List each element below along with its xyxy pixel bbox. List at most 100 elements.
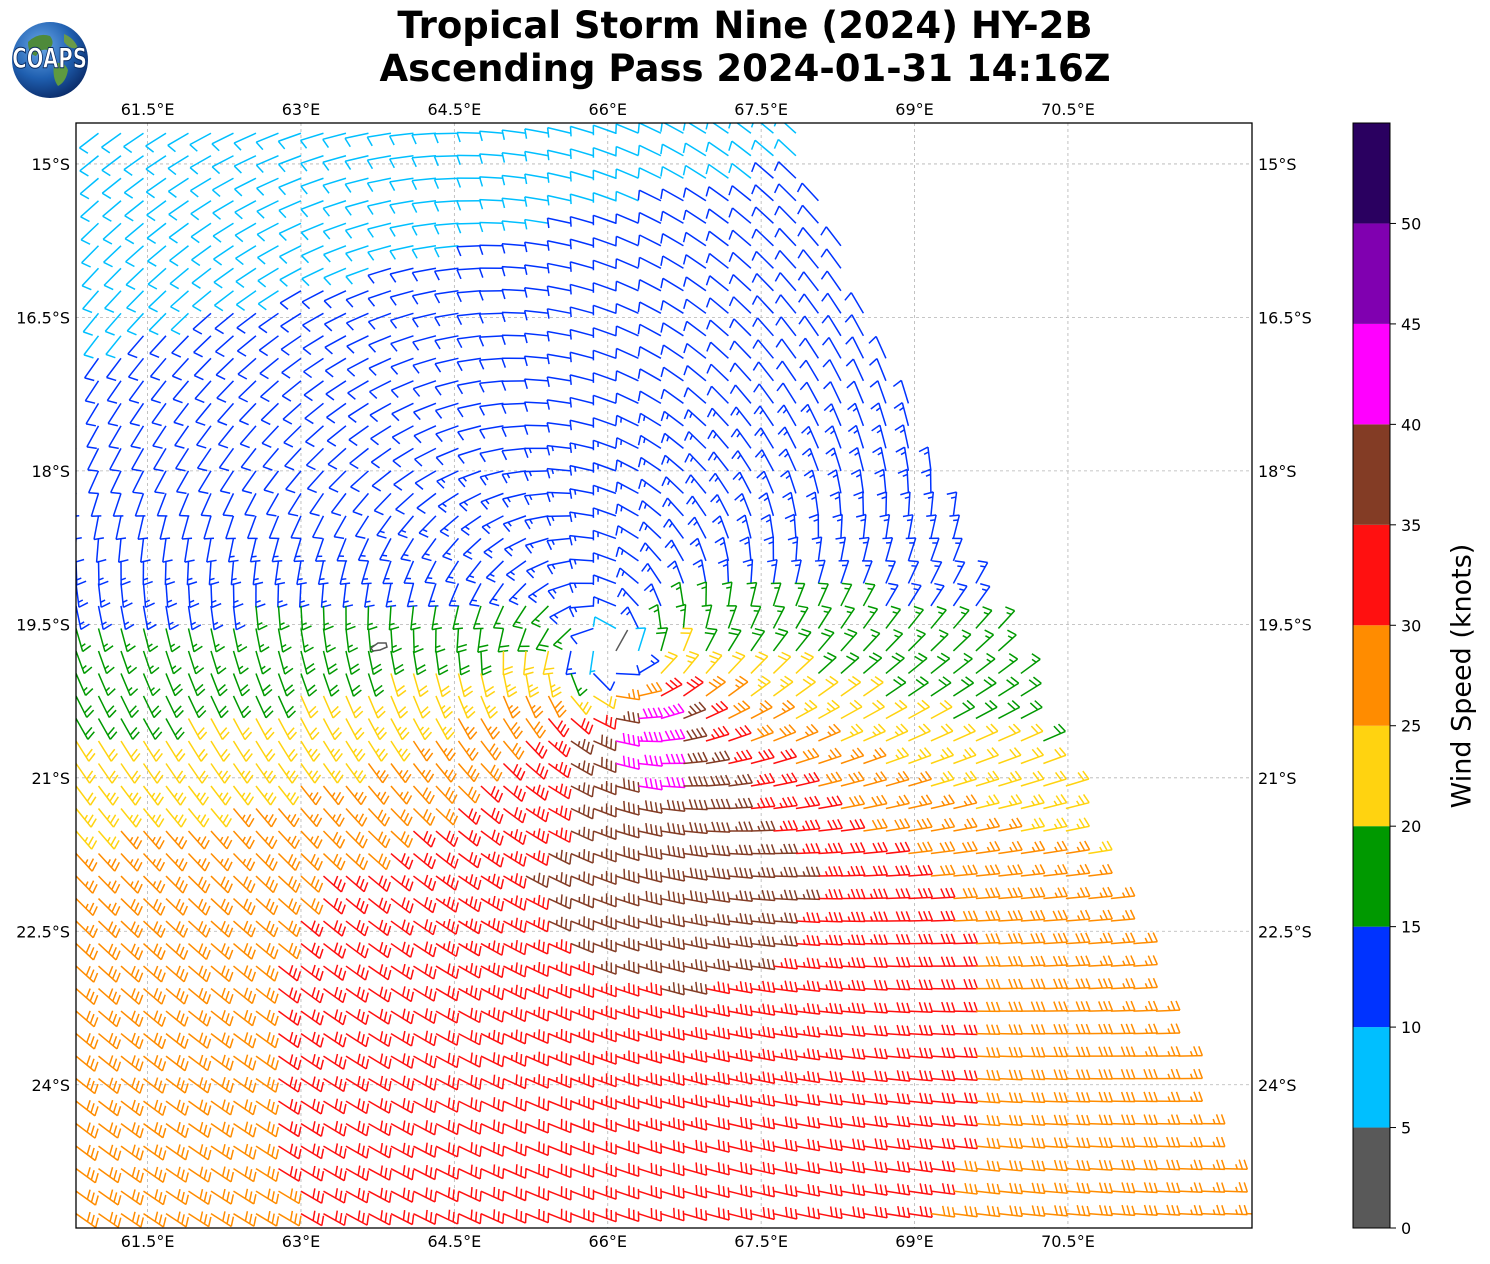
colorbar-label: Wind Speed (knots)	[1446, 543, 1478, 809]
wind-barb	[829, 491, 842, 516]
wind-barb	[278, 222, 302, 242]
wind-barb	[592, 372, 617, 383]
wind-barb	[280, 335, 302, 356]
wind-barb	[952, 582, 968, 607]
wind-barb	[592, 596, 617, 607]
wind-barb	[460, 515, 482, 536]
wind-barb	[129, 402, 145, 427]
wind-barb	[213, 245, 234, 266]
wind-barb	[165, 605, 179, 631]
wind-barb	[871, 424, 887, 449]
wind-barb	[212, 222, 234, 243]
wind-barb	[637, 234, 662, 247]
wind-barb	[236, 312, 257, 334]
wind-barb	[523, 401, 549, 412]
wind-barb	[290, 515, 302, 540]
wind-barb	[411, 200, 437, 213]
wind-barb	[592, 552, 617, 563]
wind-barb	[367, 267, 392, 284]
wind-barb	[252, 560, 264, 586]
wind-barb	[309, 492, 325, 517]
colorbar-tick-label: 30	[1401, 616, 1421, 635]
wind-barb	[615, 392, 639, 405]
wind-barb	[710, 494, 730, 517]
wind-barb	[501, 265, 527, 277]
wind-barb	[592, 507, 617, 518]
wind-barb	[256, 200, 279, 219]
wind-barb	[433, 200, 459, 212]
wind-barb	[546, 537, 572, 551]
wind-barb	[823, 403, 842, 427]
wind-barb	[775, 360, 797, 382]
wind-barb	[369, 402, 392, 423]
wind-barb	[569, 215, 594, 227]
wind-barb	[660, 233, 684, 247]
wind-barb	[663, 518, 685, 539]
wind-barb	[568, 534, 594, 546]
wind-barb	[219, 470, 235, 494]
wind-barb	[437, 492, 459, 513]
wind-barb	[492, 605, 505, 630]
wind-barb	[776, 404, 797, 427]
wind-barb	[215, 357, 235, 381]
colorbar-bin	[1353, 625, 1390, 726]
wind-barb	[255, 155, 279, 173]
wind-barb	[760, 514, 775, 539]
wind-barb	[524, 196, 549, 207]
wind-barb	[261, 425, 280, 448]
wind-barb	[234, 222, 257, 243]
wind-barb	[893, 402, 910, 427]
wind-barb	[501, 197, 527, 209]
wind-barb	[110, 470, 122, 495]
wind-barb	[152, 425, 167, 449]
wind-barb	[848, 446, 865, 472]
wind-barb	[76, 515, 82, 540]
wind-barb	[666, 560, 685, 584]
wind-barb	[390, 357, 414, 375]
wind-barb	[142, 583, 155, 609]
wind-barb	[682, 209, 707, 224]
wind-barb	[774, 205, 797, 224]
wind-barb	[167, 155, 189, 176]
wind-barb	[569, 170, 594, 182]
wind-barb	[501, 152, 527, 163]
wind-barb	[683, 320, 707, 337]
wind-barb	[952, 560, 966, 584]
wind-barb	[814, 559, 826, 584]
wind-barb	[145, 155, 167, 176]
wind-barb	[411, 290, 437, 305]
colorbar-ticks: 0 5 10 15 20 25 30 35 40 45 50	[1390, 214, 1421, 1238]
wind-barb	[279, 245, 302, 264]
wind-barb	[850, 468, 865, 494]
wind-barb	[456, 154, 481, 166]
wind-barb	[478, 312, 504, 324]
wind-barb	[568, 582, 594, 593]
wind-barb	[523, 424, 549, 435]
wind-barb	[750, 139, 774, 157]
wind-barb	[523, 218, 549, 230]
wind-barb	[705, 208, 729, 224]
wind-barb	[796, 182, 819, 202]
wind-barb	[403, 560, 415, 585]
wind-barb	[752, 317, 774, 337]
wind-barb	[801, 447, 820, 472]
wind-barb	[481, 515, 504, 535]
wind-barb	[523, 332, 549, 344]
wind-barb	[501, 357, 526, 368]
wind-barb	[149, 357, 167, 381]
wind-barb	[257, 267, 279, 288]
wind-barb	[706, 407, 729, 427]
wind-barb	[87, 448, 100, 472]
wind-barb	[823, 381, 842, 404]
colorbar-tick-label: 50	[1401, 214, 1421, 233]
wind-barb	[797, 227, 819, 247]
wind-barb	[892, 379, 910, 404]
wind-barb	[189, 177, 212, 198]
wind-barb	[775, 338, 797, 359]
wind-barb	[920, 468, 932, 494]
wind-barb	[434, 402, 459, 419]
wind-barb	[637, 301, 662, 314]
wind-barb	[923, 491, 935, 516]
wind-barb	[868, 335, 887, 359]
wind-barb	[456, 267, 481, 280]
